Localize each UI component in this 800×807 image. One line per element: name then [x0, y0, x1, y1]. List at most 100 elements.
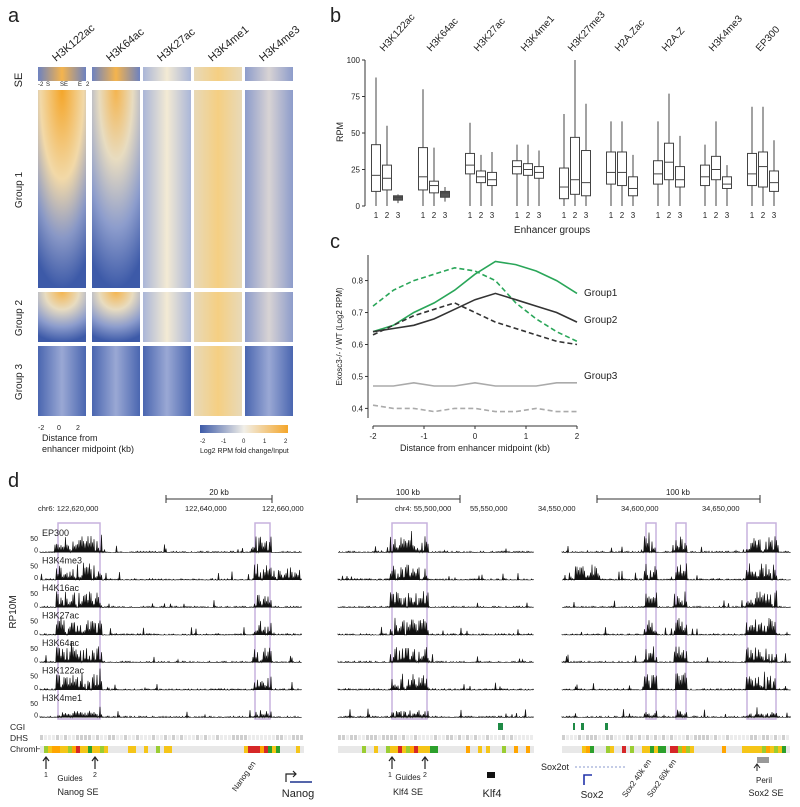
- dhs-segment: [726, 735, 729, 740]
- chromhmm-segment: [52, 746, 56, 753]
- chromhmm-segment: [56, 746, 60, 753]
- colorbar-tick: 1: [263, 439, 267, 445]
- chromhmm-segment: [346, 746, 350, 753]
- chromhmm-segment: [786, 746, 790, 753]
- box-body: [758, 151, 768, 188]
- box-body: [559, 167, 569, 200]
- box-body: [628, 176, 638, 197]
- chromhmm-segment: [394, 746, 398, 753]
- dhs-segment: [84, 735, 87, 740]
- chromhmm-segment: [272, 746, 276, 753]
- chromhmm-segment: [176, 746, 180, 753]
- chromhmm-segment: [264, 746, 268, 753]
- chromhmm-segment: [398, 746, 402, 753]
- dhs-segment: [216, 735, 219, 740]
- box-body: [664, 142, 674, 181]
- track-label: EP300: [42, 528, 69, 538]
- dhs-segment: [458, 735, 461, 740]
- dhs-segment: [180, 735, 183, 740]
- dhs-segment: [474, 735, 477, 740]
- chromhmm-segment: [260, 746, 264, 753]
- dhs-segment: [602, 735, 605, 740]
- b-group-tick: 3: [537, 211, 542, 220]
- dhs-segment: [610, 735, 613, 740]
- chromhmm-segment: [216, 746, 220, 753]
- chromhmm-segment: [156, 746, 160, 753]
- chromhmm-segment: [80, 746, 84, 753]
- dhs-segment: [394, 735, 397, 740]
- chromhmm-segment: [734, 746, 738, 753]
- dhs-segment: [292, 735, 295, 740]
- peril-label: Peril: [756, 776, 772, 785]
- signal-track: [39, 534, 302, 554]
- coordinate-label: 34,550,000: [538, 504, 576, 513]
- chromhmm-segment: [430, 746, 434, 753]
- chromhmm-segment: [96, 746, 100, 753]
- chromhmm-segment: [618, 746, 622, 753]
- c-x-tick-label: 2: [575, 432, 580, 441]
- signal-track: [337, 708, 534, 719]
- a-xlabel-1: Distance from: [42, 433, 98, 443]
- chromhmm-segment: [196, 746, 200, 753]
- dhs-segment: [754, 735, 757, 740]
- dhs-segment: [422, 735, 425, 740]
- scale-label: 100 kb: [396, 488, 421, 497]
- dhs-segment: [204, 735, 207, 740]
- panel-a-mark-labels: H3K122ac H3K64ac H3K27ac H3K4me1 H3K4me3: [50, 22, 302, 65]
- dhs-segment: [88, 735, 91, 740]
- heatmap-mark-label: H3K4me3: [257, 24, 302, 65]
- chromhmm-segment: [354, 746, 358, 753]
- b-group-tick: 3: [490, 211, 495, 220]
- dhs-segment: [686, 735, 689, 740]
- panel-a-se-axis: -2 S SE E 2: [38, 82, 90, 88]
- dhs-segment: [40, 735, 43, 740]
- chromhmm-segment: [152, 746, 156, 753]
- b-group-tick: 1: [374, 211, 379, 220]
- heatmap-mark-label: H3K64ac: [104, 26, 147, 65]
- signal-track: [337, 564, 534, 582]
- b-group-tick: 3: [396, 211, 401, 220]
- chromhmm-segment: [48, 746, 52, 753]
- dhs-segment: [132, 735, 135, 740]
- chromhmm-segment: [706, 746, 710, 753]
- chromhmm-segment: [252, 746, 256, 753]
- track-ytick-top: 50: [30, 536, 38, 543]
- dhs-segment: [614, 735, 617, 740]
- track-ytick-zero: 0: [34, 575, 38, 582]
- chromhmm-segment: [192, 746, 196, 753]
- b-mark-label: H3K64ac: [425, 16, 461, 54]
- chromhmm-segment: [722, 746, 726, 753]
- signal-track: [40, 562, 302, 582]
- box-body: [382, 164, 392, 191]
- box-body: [700, 164, 710, 187]
- panel-c-letter: c: [330, 231, 340, 253]
- chromhmm-segment: [602, 746, 606, 753]
- chromhmm-segment: [494, 746, 498, 753]
- b-group-tick: 3: [584, 211, 589, 220]
- dhs-segment: [240, 735, 243, 740]
- chromhmm-segment: [44, 746, 48, 753]
- dhs-segment: [526, 735, 529, 740]
- box-body: [722, 176, 732, 189]
- dhs-segment: [682, 735, 685, 740]
- se-axis-s: S: [46, 82, 50, 88]
- dhs-segment: [770, 735, 773, 740]
- gene-label: Klf4: [483, 788, 502, 800]
- dhs-segment: [252, 735, 255, 740]
- dhs-segment: [470, 735, 473, 740]
- a-xtick-1: 0: [57, 425, 61, 432]
- dhs-segment: [594, 735, 597, 740]
- dhs-segment: [450, 735, 453, 740]
- dhs-segment: [406, 735, 409, 740]
- chromhmm-segment: [782, 746, 786, 753]
- chromhmm-segment: [506, 746, 510, 753]
- heatmap-group2-block: [245, 292, 293, 342]
- dhs-segment: [478, 735, 481, 740]
- chromhmm-segment: [626, 746, 630, 753]
- dhs-segment: [742, 735, 745, 740]
- chromhmm-segment: [718, 746, 722, 753]
- chromhmm-segment: [622, 746, 626, 753]
- chromhmm-segment: [120, 746, 124, 753]
- chromhmm-segment: [674, 746, 678, 753]
- cgi-mark: [498, 723, 503, 730]
